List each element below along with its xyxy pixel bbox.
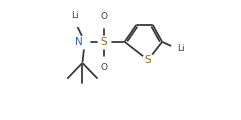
Text: N: N — [75, 37, 83, 47]
Text: S: S — [145, 55, 151, 65]
Text: S: S — [100, 37, 107, 47]
Text: O: O — [100, 63, 107, 72]
Text: Li: Li — [177, 44, 185, 53]
Text: Li: Li — [72, 11, 79, 20]
Text: O: O — [100, 12, 107, 21]
